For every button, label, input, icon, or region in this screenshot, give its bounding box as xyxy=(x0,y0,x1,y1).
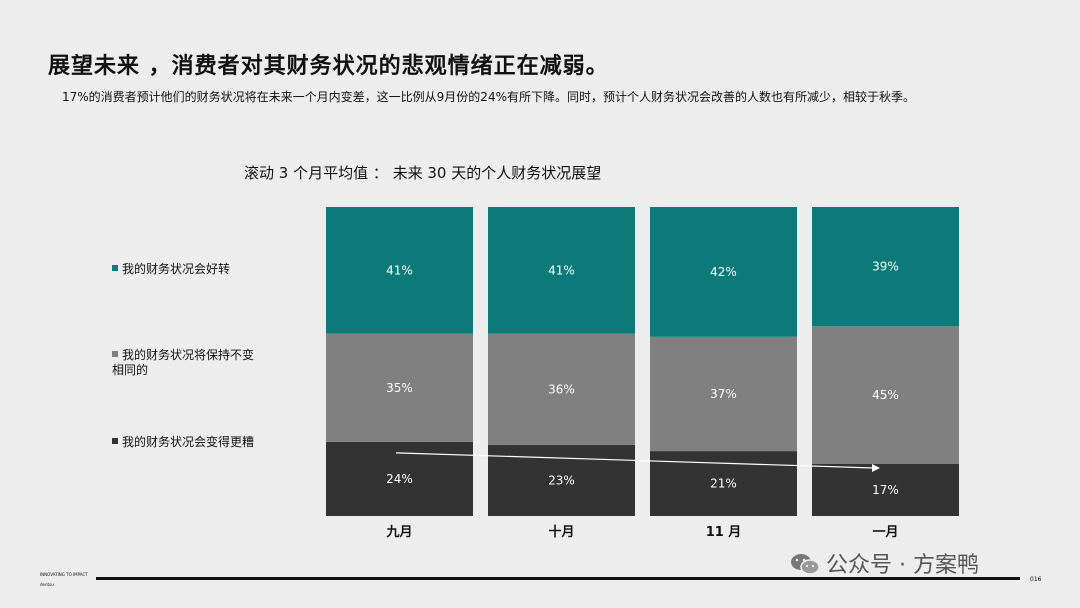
legend-label-same: 我的财务状况将保持不变 xyxy=(122,348,255,362)
category-label-1: 十月 xyxy=(548,524,574,540)
category-label-0: 九月 xyxy=(385,525,412,540)
page-title: 展望未来 ，消费者对其财务状况的悲观情绪正在减弱。 xyxy=(48,54,609,79)
legend-label-same-line2: 相同的 xyxy=(112,363,149,377)
page-number: 016 xyxy=(1030,576,1042,583)
bar-segment-1-3 xyxy=(812,326,959,464)
legend-item-worse: 我的财务状况会变得更糟 xyxy=(112,435,254,450)
data-label-1-3: 45% xyxy=(872,388,899,402)
data-label-1-2: 37% xyxy=(710,387,737,401)
bar-segment-1-1 xyxy=(488,333,635,445)
data-label-0-1: 23% xyxy=(548,473,575,487)
category-label-3: 一月 xyxy=(872,525,898,540)
trend-arrow-line xyxy=(395,452,875,469)
data-label-2-1: 41% xyxy=(548,263,575,277)
data-label-1-0: 35% xyxy=(386,381,413,395)
trend-arrow-head xyxy=(872,463,880,472)
legend-swatch-better xyxy=(112,265,118,271)
data-label-2-3: 39% xyxy=(872,260,899,274)
legend-item-better: 我的财务状况会好转 xyxy=(112,262,230,277)
wechat-icon xyxy=(790,553,820,575)
legend-swatch-same xyxy=(112,351,118,357)
legend-item-same: 我的财务状况将保持不变 相同的 xyxy=(112,348,254,378)
page-subtitle: 17%的消费者预计他们的财务状况将在未来一个月内变差，这一比例从9月份的24%有… xyxy=(62,90,915,104)
data-label-0-2: 21% xyxy=(710,477,737,491)
footer-brand: dentsu xyxy=(40,582,54,587)
bar-segment-2-3 xyxy=(812,207,959,327)
category-label-2: 11 月 xyxy=(706,525,742,540)
data-label-0-0: 24% xyxy=(386,472,413,486)
footer-divider xyxy=(96,577,1020,580)
bar-segment-1-0 xyxy=(326,333,473,442)
footer-brand-line: INNOVATING TO IMPACT xyxy=(40,572,88,577)
legend-label-worse: 我的财务状况会变得更糟 xyxy=(122,435,255,449)
data-label-2-0: 41% xyxy=(386,263,413,277)
legend-label-better: 我的财务状况会好转 xyxy=(122,262,231,276)
watermark: 公众号 · 方案鸭 xyxy=(790,547,979,579)
bar-segment-0-3 xyxy=(812,463,959,516)
bar-segment-2-1 xyxy=(488,207,635,334)
legend-swatch-worse xyxy=(112,438,118,444)
watermark-text: 公众号 · 方案鸭 xyxy=(826,553,979,578)
data-label-1-1: 36% xyxy=(548,382,575,396)
bar-segment-2-2 xyxy=(650,207,797,337)
bar-segment-1-2 xyxy=(650,336,797,452)
data-label-0-3: 17% xyxy=(872,483,899,497)
bar-segment-2-0 xyxy=(326,207,473,334)
chart-title: 滚动 3 个月平均值 ： 未来 30 天的个人财务状况展望 xyxy=(244,164,602,182)
data-label-2-2: 42% xyxy=(710,265,737,279)
